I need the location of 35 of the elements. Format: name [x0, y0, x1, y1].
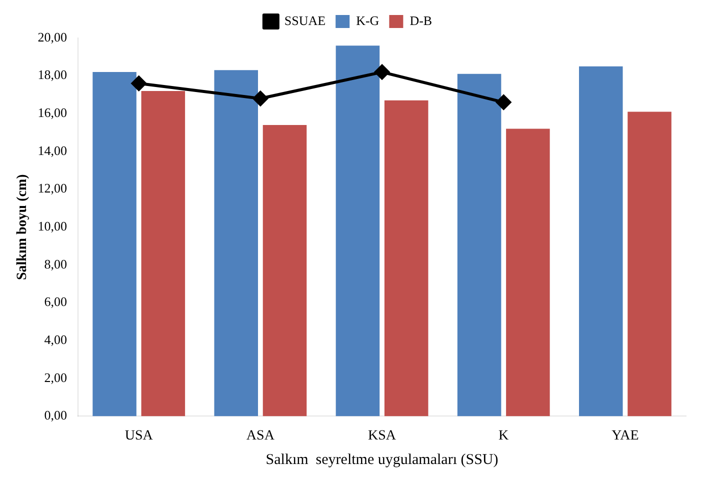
x-tick-label: YAE — [612, 428, 639, 444]
x-tick-label: USA — [124, 428, 154, 444]
point — [374, 64, 390, 80]
bar — [457, 74, 502, 416]
point — [496, 94, 512, 110]
legend-label: K-G — [356, 12, 380, 28]
legend-label: SSUAE — [284, 12, 326, 28]
y-tick-label: 0,00 — [44, 408, 68, 423]
legend-label: D-B — [410, 12, 432, 28]
bar — [92, 72, 136, 416]
bar — [141, 90, 186, 416]
bar — [628, 112, 672, 416]
bar — [262, 124, 307, 416]
y-tick-label: 20,00 — [38, 29, 68, 44]
bar — [579, 66, 623, 416]
x-tick-label: K — [498, 428, 509, 444]
point — [252, 91, 268, 106]
bar — [506, 128, 550, 416]
y-tick-label: 8,00 — [44, 256, 68, 272]
y-tick-label: 6,00 — [44, 294, 68, 310]
bar — [336, 46, 380, 416]
y-tick-label: 12,00 — [38, 180, 68, 196]
y-axis-title: Salkım boyu (cm) — [15, 174, 30, 280]
y-tick-label: 10,00 — [38, 218, 68, 234]
y-tick-label: 18,00 — [38, 67, 68, 82]
y-tick-label: 16,00 — [38, 105, 68, 120]
y-tick-label: 2,00 — [44, 370, 68, 385]
bar — [214, 70, 258, 416]
bar — [384, 100, 428, 416]
x-axis-title: Salkım seyreltme uygulamaları (SSU) — [266, 452, 498, 468]
y-tick-label: 4,00 — [44, 332, 68, 347]
y-tick-label: 14,00 — [38, 142, 68, 158]
x-tick-label: ASA — [246, 428, 276, 444]
x-tick-label: KSA — [368, 428, 397, 444]
point — [131, 76, 146, 91]
